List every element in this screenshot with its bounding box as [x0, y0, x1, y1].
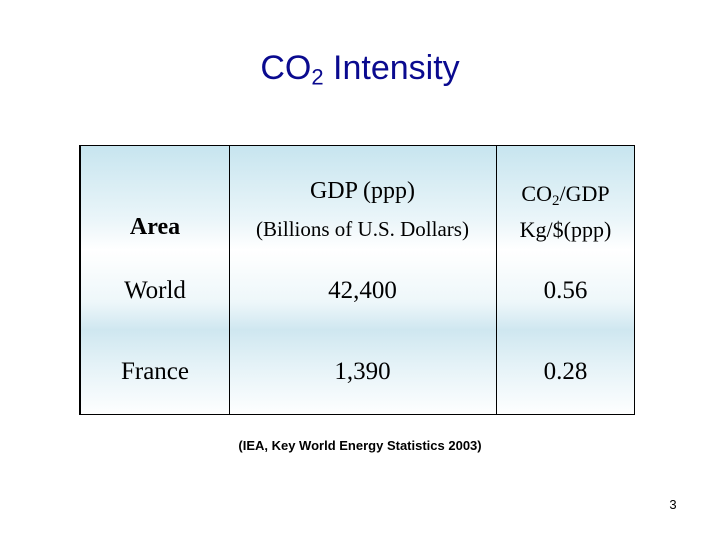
page-number: 3: [669, 497, 677, 512]
column-divider: [229, 146, 230, 414]
cell-co2-gdp: 0.56: [496, 250, 634, 330]
cell-co2-gdp-value: 0.56: [543, 277, 588, 304]
co2-intensity-table: Area GDP (ppp) (Billions of U.S. Dollars…: [79, 145, 635, 415]
title-subscript: 2: [311, 64, 324, 90]
cell-co2-gdp: 0.28: [496, 330, 634, 414]
cell-area-value: World: [124, 277, 186, 304]
table-header-row: Area GDP (ppp) (Billions of U.S. Dollars…: [81, 146, 634, 250]
header-co2-subscript: 2: [551, 192, 560, 209]
cell-area-value: France: [120, 358, 190, 385]
header-gdp-unit: (Billions of U.S. Dollars): [256, 217, 469, 241]
title-main: CO: [260, 49, 312, 87]
cell-area: France: [81, 330, 229, 414]
cell-gdp-value: 1,390: [334, 358, 391, 385]
cell-gdp: 42,400: [229, 250, 496, 330]
header-co2-gdp-unit: Kg/$(ppp): [519, 217, 612, 242]
column-divider: [496, 146, 497, 414]
header-co2-suffix: /GDP: [559, 181, 610, 206]
header-cell-co2-gdp: CO2/GDP Kg/$(ppp): [496, 146, 634, 250]
title-rest: Intensity: [323, 49, 460, 87]
header-co2-gdp-label: CO2/GDP: [496, 180, 634, 209]
cell-gdp: 1,390: [229, 330, 496, 414]
header-cell-gdp: GDP (ppp) (Billions of U.S. Dollars): [229, 146, 496, 250]
header-gdp-label: GDP (ppp): [309, 178, 416, 204]
slide-title: CO2 Intensity: [0, 44, 720, 92]
cell-co2-gdp-value: 0.28: [543, 358, 588, 385]
header-area-label: Area: [129, 214, 181, 240]
header-cell-area: Area: [81, 146, 229, 250]
cell-gdp-value: 42,400: [328, 277, 397, 304]
header-co2-prefix: CO: [521, 181, 552, 206]
source-citation: (IEA, Key World Energy Statistics 2003): [238, 438, 482, 453]
table-row: World 42,400 0.56: [81, 250, 634, 330]
cell-area: World: [81, 250, 229, 330]
table-row: France 1,390 0.28: [81, 330, 634, 414]
